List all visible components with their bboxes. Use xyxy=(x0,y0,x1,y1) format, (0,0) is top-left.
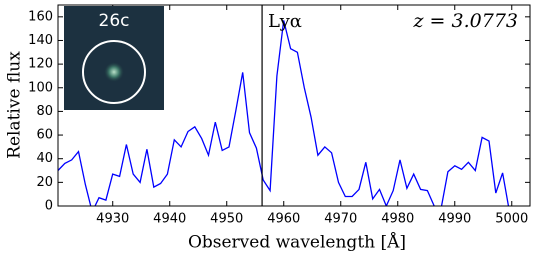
y-tick-label: 120 xyxy=(28,57,53,72)
redshift-label: z = 3.0773 xyxy=(413,10,519,32)
y-tick-label: 60 xyxy=(36,128,53,143)
y-tick-label: 140 xyxy=(28,33,53,48)
y-tick-label: 160 xyxy=(28,9,53,24)
inset-image: 26c xyxy=(64,6,164,110)
x-tick-label: 4990 xyxy=(438,212,471,227)
x-tick-label: 4940 xyxy=(153,212,186,227)
inset-source xyxy=(104,62,124,82)
x-axis-label: Observed wavelength [Å] xyxy=(188,232,406,253)
y-tick-label: 0 xyxy=(45,199,53,214)
spectrum-line xyxy=(58,20,510,206)
x-tick-label: 4960 xyxy=(267,212,300,227)
plot-area xyxy=(58,20,510,206)
x-tick-label: 4980 xyxy=(381,212,414,227)
line-label: Lyα xyxy=(268,11,302,32)
y-tick-label: 80 xyxy=(36,104,53,119)
x-tick-label: 4950 xyxy=(210,212,243,227)
x-tick-label: 4970 xyxy=(324,212,357,227)
inset-background xyxy=(64,6,164,110)
y-tick-label: 100 xyxy=(28,80,53,95)
x-tick-label: 4930 xyxy=(96,212,129,227)
y-tick-label: 20 xyxy=(36,175,53,190)
y-axis-label: Relative flux xyxy=(5,51,25,159)
inset-aperture xyxy=(82,40,146,104)
inset-label: 26c xyxy=(99,11,130,31)
plot-frame xyxy=(57,4,531,207)
y-tick-label: 40 xyxy=(36,151,53,166)
x-tick-label: 5000 xyxy=(495,212,528,227)
